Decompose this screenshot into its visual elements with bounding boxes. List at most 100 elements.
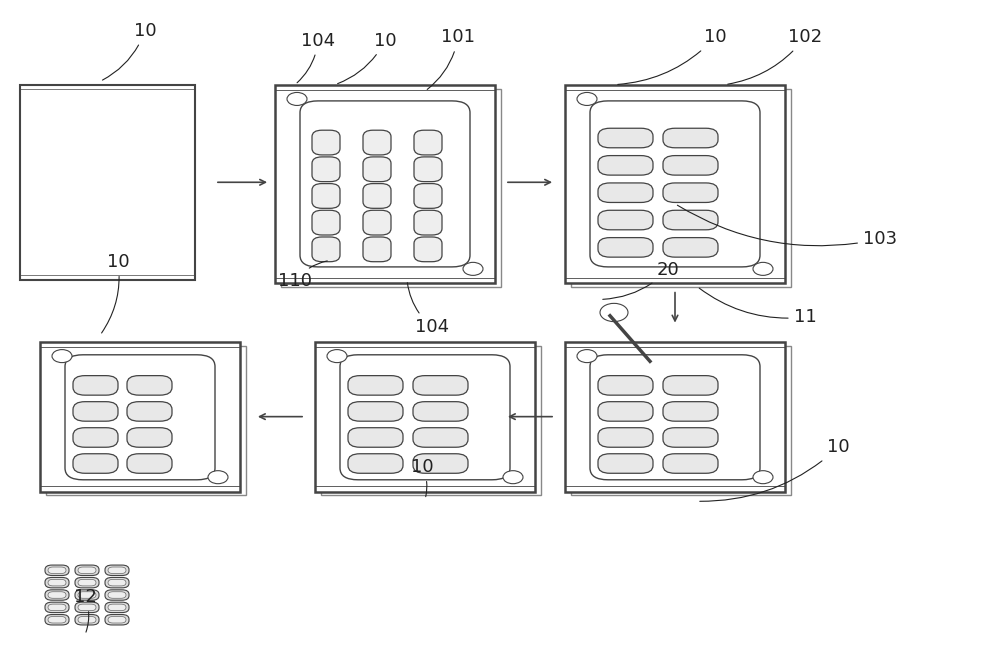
FancyBboxPatch shape [663, 454, 718, 473]
FancyBboxPatch shape [105, 602, 129, 613]
Text: 10: 10 [338, 31, 396, 84]
FancyBboxPatch shape [48, 604, 66, 611]
Circle shape [600, 303, 628, 322]
FancyBboxPatch shape [598, 210, 653, 230]
FancyBboxPatch shape [312, 157, 340, 182]
FancyBboxPatch shape [127, 454, 172, 473]
Bar [281, 89, 501, 287]
FancyBboxPatch shape [312, 237, 340, 262]
FancyBboxPatch shape [348, 454, 403, 473]
FancyBboxPatch shape [78, 592, 96, 598]
Bar [571, 346, 791, 495]
Circle shape [753, 262, 773, 275]
Circle shape [327, 350, 347, 363]
FancyBboxPatch shape [108, 579, 126, 586]
Circle shape [503, 471, 523, 484]
FancyBboxPatch shape [598, 238, 653, 257]
Text: 102: 102 [728, 28, 822, 84]
FancyBboxPatch shape [663, 428, 718, 447]
FancyBboxPatch shape [73, 428, 118, 447]
Bar [565, 85, 785, 283]
FancyBboxPatch shape [363, 237, 391, 262]
FancyBboxPatch shape [45, 590, 69, 600]
FancyBboxPatch shape [105, 590, 129, 600]
FancyBboxPatch shape [363, 184, 391, 208]
FancyBboxPatch shape [108, 567, 126, 574]
FancyBboxPatch shape [65, 355, 215, 480]
FancyBboxPatch shape [414, 237, 442, 262]
FancyBboxPatch shape [127, 402, 172, 421]
Bar [571, 89, 791, 287]
FancyBboxPatch shape [663, 376, 718, 395]
FancyBboxPatch shape [78, 567, 96, 574]
FancyBboxPatch shape [78, 604, 96, 611]
FancyBboxPatch shape [663, 210, 718, 230]
FancyBboxPatch shape [663, 156, 718, 175]
FancyBboxPatch shape [45, 602, 69, 613]
FancyBboxPatch shape [414, 157, 442, 182]
FancyBboxPatch shape [348, 402, 403, 421]
FancyBboxPatch shape [663, 183, 718, 202]
Circle shape [52, 350, 72, 363]
FancyBboxPatch shape [363, 210, 391, 235]
FancyBboxPatch shape [78, 616, 96, 623]
FancyBboxPatch shape [48, 592, 66, 598]
FancyBboxPatch shape [413, 402, 468, 421]
FancyBboxPatch shape [598, 128, 653, 148]
FancyBboxPatch shape [75, 590, 99, 600]
FancyBboxPatch shape [413, 428, 468, 447]
FancyBboxPatch shape [108, 616, 126, 623]
FancyBboxPatch shape [348, 376, 403, 395]
FancyBboxPatch shape [300, 101, 470, 267]
FancyBboxPatch shape [73, 376, 118, 395]
FancyBboxPatch shape [414, 210, 442, 235]
FancyBboxPatch shape [75, 577, 99, 588]
FancyBboxPatch shape [663, 238, 718, 257]
FancyBboxPatch shape [105, 577, 129, 588]
Text: 104: 104 [407, 283, 449, 336]
FancyBboxPatch shape [127, 376, 172, 395]
FancyBboxPatch shape [45, 615, 69, 625]
Bar [40, 342, 240, 492]
FancyBboxPatch shape [598, 428, 653, 447]
FancyBboxPatch shape [363, 130, 391, 155]
Bar [315, 342, 535, 492]
Bar [565, 342, 785, 492]
Circle shape [208, 471, 228, 484]
FancyBboxPatch shape [75, 602, 99, 613]
Text: 101: 101 [427, 28, 475, 89]
Bar [275, 85, 495, 283]
FancyBboxPatch shape [312, 130, 340, 155]
Text: 20: 20 [603, 260, 679, 299]
Text: 104: 104 [297, 31, 335, 83]
FancyBboxPatch shape [312, 184, 340, 208]
Text: 10: 10 [618, 28, 726, 85]
FancyBboxPatch shape [48, 567, 66, 574]
FancyBboxPatch shape [340, 355, 510, 480]
Bar [46, 346, 246, 495]
Text: 10: 10 [102, 21, 156, 80]
FancyBboxPatch shape [105, 615, 129, 625]
FancyBboxPatch shape [663, 402, 718, 421]
FancyBboxPatch shape [363, 157, 391, 182]
FancyBboxPatch shape [105, 565, 129, 575]
Text: 11: 11 [699, 288, 816, 326]
FancyBboxPatch shape [348, 428, 403, 447]
Text: 12: 12 [74, 588, 96, 632]
FancyBboxPatch shape [75, 615, 99, 625]
Circle shape [287, 92, 307, 105]
FancyBboxPatch shape [590, 355, 760, 480]
FancyBboxPatch shape [414, 184, 442, 208]
Text: 10: 10 [411, 458, 433, 497]
Bar [321, 346, 541, 495]
Circle shape [577, 350, 597, 363]
FancyBboxPatch shape [48, 616, 66, 623]
Circle shape [463, 262, 483, 275]
Bar [20, 85, 195, 280]
Text: 10: 10 [102, 253, 129, 333]
FancyBboxPatch shape [598, 183, 653, 202]
FancyBboxPatch shape [312, 210, 340, 235]
FancyBboxPatch shape [45, 565, 69, 575]
FancyBboxPatch shape [590, 101, 760, 267]
FancyBboxPatch shape [413, 454, 468, 473]
